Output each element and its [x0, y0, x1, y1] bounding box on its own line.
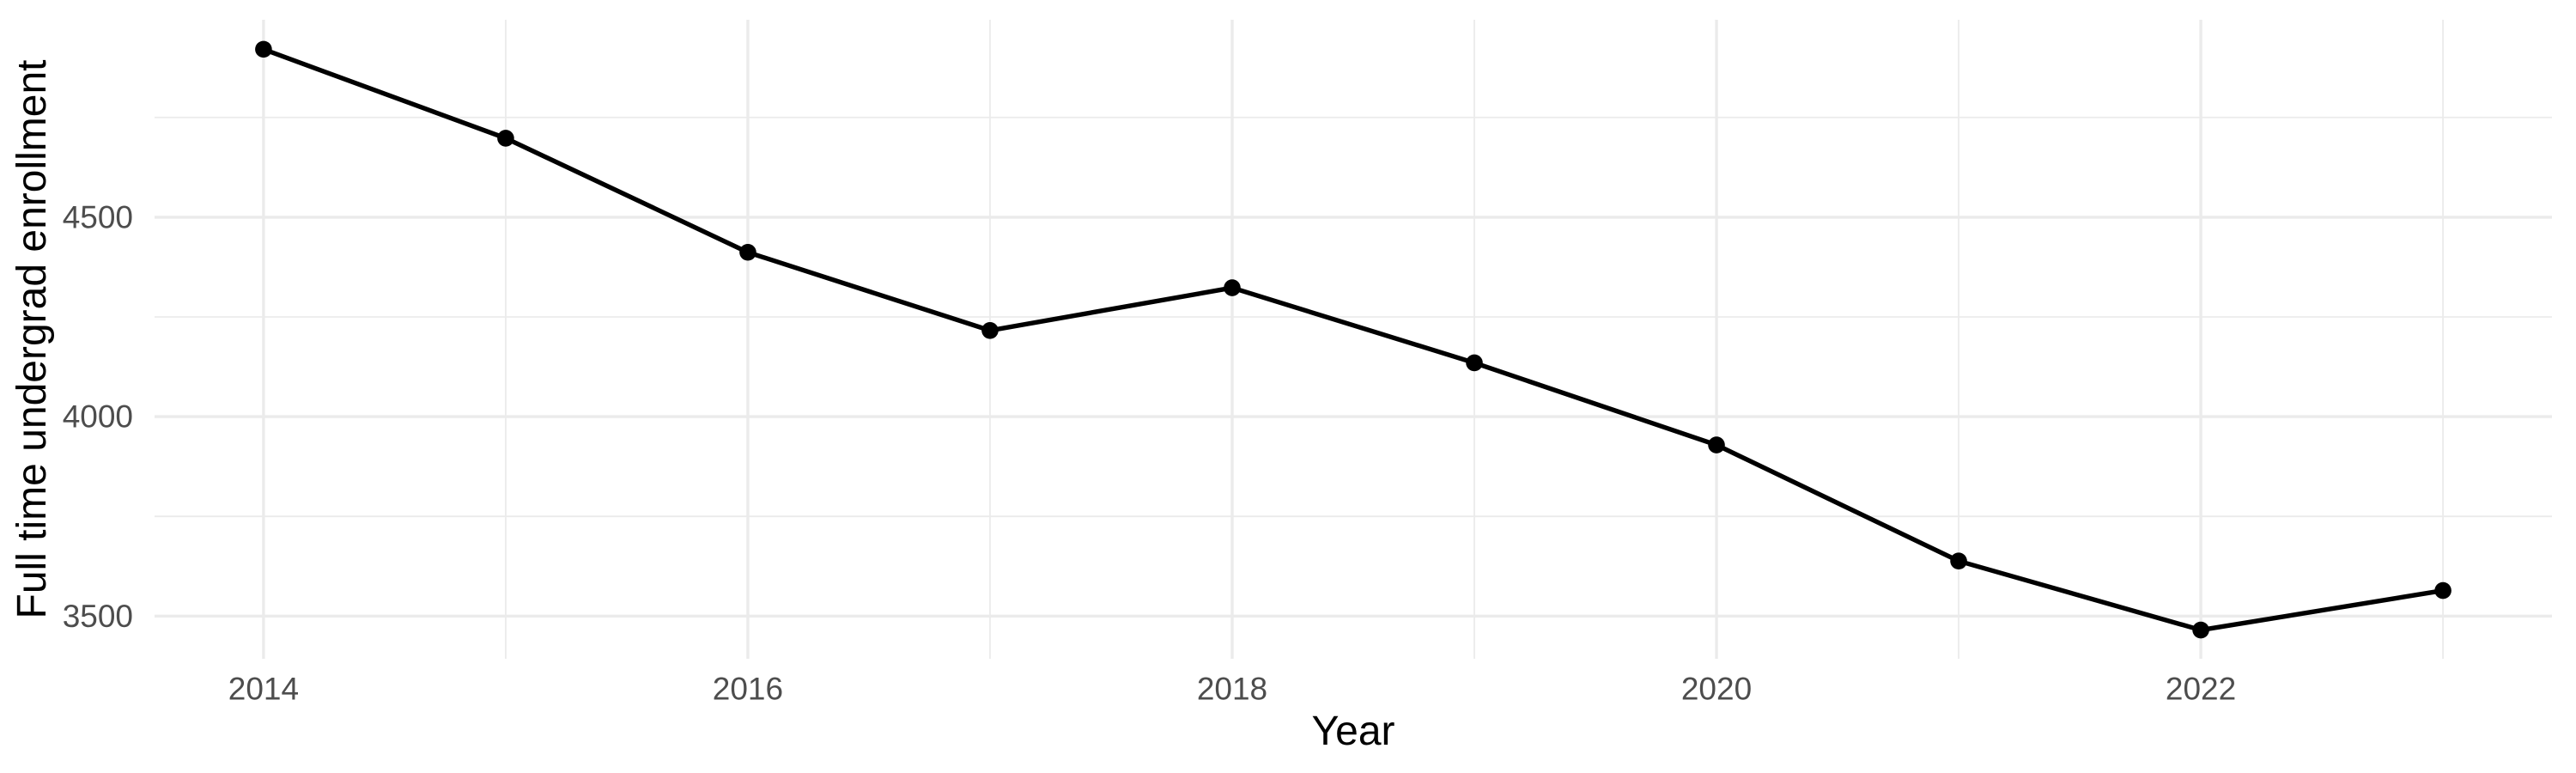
- data-point-2016: [739, 243, 756, 261]
- x-tick-label-2022: 2022: [2166, 672, 2236, 707]
- data-point-2022: [2192, 621, 2209, 639]
- data-point-2021: [1950, 552, 1967, 570]
- data-point-2019: [1466, 354, 1483, 372]
- y-tick-label-4000: 4000: [63, 399, 133, 435]
- data-point-2020: [1708, 436, 1725, 453]
- x-axis-title: Year: [1311, 709, 1395, 754]
- data-point-2014: [255, 40, 272, 58]
- y-tick-label-4500: 4500: [63, 199, 133, 234]
- y-tick-label-3500: 3500: [63, 599, 133, 634]
- x-tick-label-2020: 2020: [1681, 672, 1752, 707]
- data-point-2017: [981, 321, 999, 339]
- data-point-2015: [497, 130, 514, 147]
- enrollment-line: [262, 46, 2444, 633]
- x-tick-label-2016: 2016: [713, 672, 783, 707]
- x-tick-label-2014: 2014: [228, 672, 299, 707]
- y-axis-title: Full time undergrad enrollment: [9, 59, 55, 619]
- data-point-2023: [2434, 581, 2451, 600]
- data-point-2018: [1224, 279, 1241, 296]
- x-tick-label-2018: 2018: [1197, 672, 1267, 707]
